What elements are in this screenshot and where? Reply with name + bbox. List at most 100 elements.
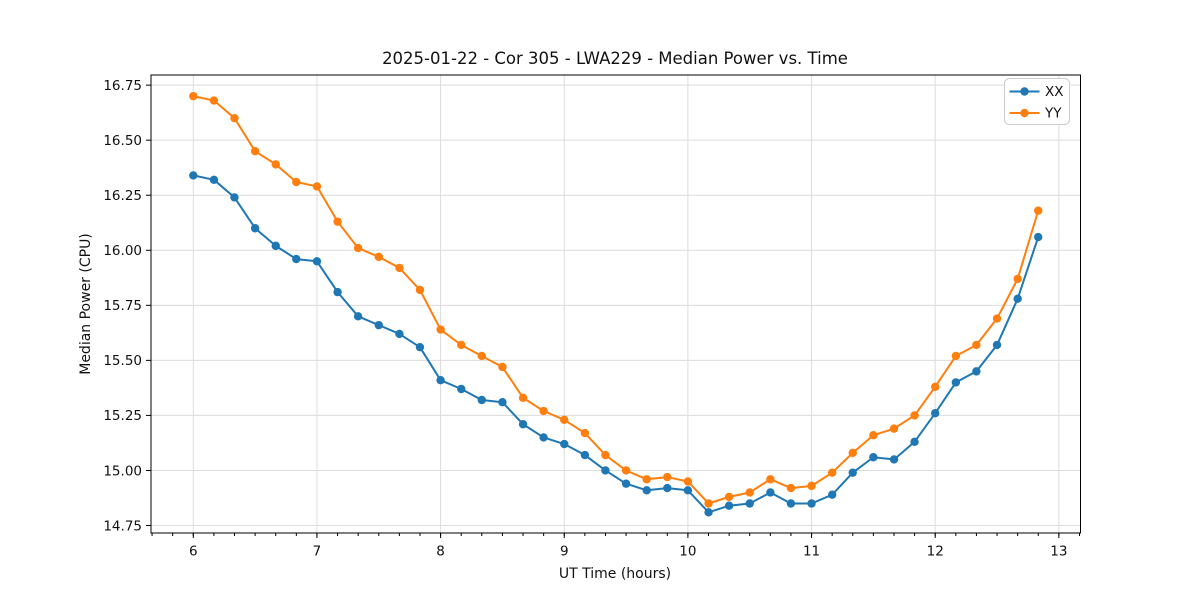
data-point-xx <box>457 384 466 394</box>
x-tick-label: 8 <box>436 544 445 560</box>
data-point-yy <box>683 477 693 486</box>
data-point-yy <box>910 411 919 420</box>
data-point-yy <box>1013 274 1022 284</box>
y-tick-label: 15.25 <box>103 408 142 424</box>
x-axis-label: UT Time (hours) <box>559 566 671 582</box>
legend-marker-xx <box>1020 87 1029 96</box>
data-point-xx <box>498 398 507 407</box>
series-layer <box>189 91 1043 517</box>
data-point-yy <box>992 314 1002 323</box>
plot-border <box>150 74 1081 534</box>
data-point-yy <box>374 252 383 262</box>
data-point-yy <box>580 428 590 438</box>
data-point-yy <box>353 243 363 253</box>
data-point-yy <box>415 285 425 295</box>
data-point-yy <box>621 466 631 475</box>
data-point-yy <box>889 424 899 433</box>
data-point-yy <box>477 351 486 361</box>
data-point-xx <box>683 486 693 495</box>
data-point-xx <box>642 486 651 495</box>
legend-label-yy: YY <box>1044 106 1062 122</box>
data-point-yy <box>312 182 322 191</box>
data-point-xx <box>992 340 1002 350</box>
x-tick-label: 13 <box>1050 544 1067 560</box>
data-point-xx <box>415 342 425 352</box>
data-point-yy <box>518 393 528 403</box>
data-point-xx <box>312 257 322 266</box>
data-point-xx <box>477 395 486 405</box>
y-tick-label: 16.75 <box>103 78 142 94</box>
data-point-yy <box>457 340 466 350</box>
data-point-xx <box>395 329 404 339</box>
data-point-xx <box>518 420 528 429</box>
data-point-yy <box>189 91 198 101</box>
data-point-yy <box>230 113 239 123</box>
x-tick-label: 7 <box>313 544 322 560</box>
x-tick-label: 10 <box>679 544 696 560</box>
data-point-yy <box>1034 206 1043 215</box>
data-point-xx <box>1034 232 1043 242</box>
y-tick-label: 14.75 <box>103 518 142 534</box>
data-point-xx <box>786 499 796 508</box>
data-point-xx <box>745 499 754 508</box>
data-point-yy <box>395 263 404 273</box>
series-line-xx <box>193 174 1040 514</box>
data-point-xx <box>724 501 734 510</box>
data-point-yy <box>601 450 610 460</box>
data-point-xx <box>663 483 672 493</box>
y-tick-label: 15.50 <box>103 353 142 369</box>
data-point-xx <box>580 450 590 460</box>
data-point-yy <box>745 488 754 497</box>
data-point-xx <box>972 367 981 376</box>
data-point-yy <box>498 362 507 372</box>
data-point-xx <box>869 453 878 462</box>
data-point-yy <box>786 483 796 493</box>
data-point-yy <box>663 472 672 482</box>
data-point-xx <box>601 466 610 475</box>
legend-label-xx: XX <box>1045 84 1064 100</box>
data-point-xx <box>353 312 363 321</box>
data-point-xx <box>848 468 857 477</box>
data-point-xx <box>704 508 713 517</box>
legend-layer <box>1004 78 1070 125</box>
data-point-yy <box>704 499 713 508</box>
y-tick-label: 16.50 <box>103 133 142 149</box>
data-point-xx <box>189 171 198 180</box>
data-point-yy <box>333 217 342 226</box>
x-tick-label: 9 <box>560 544 569 560</box>
legend-marker-yy <box>1020 108 1029 118</box>
data-point-yy <box>271 160 280 169</box>
data-point-xx <box>230 193 239 202</box>
data-point-xx <box>271 241 280 251</box>
data-point-xx <box>807 499 816 508</box>
data-point-xx <box>560 439 569 449</box>
x-tick-label: 12 <box>927 544 944 560</box>
data-point-yy <box>807 481 816 491</box>
data-point-yy <box>828 468 837 477</box>
x-tick-label: 11 <box>803 544 820 560</box>
data-point-xx <box>621 479 631 488</box>
y-tick-label: 16.25 <box>103 188 142 204</box>
data-point-xx <box>910 437 919 447</box>
data-point-xx <box>333 287 342 297</box>
data-point-yy <box>848 448 857 458</box>
data-point-yy <box>642 475 651 484</box>
data-point-xx <box>951 378 961 387</box>
data-point-yy <box>560 415 569 425</box>
data-point-xx <box>436 375 445 385</box>
data-point-xx <box>766 488 775 497</box>
y-tick-label: 16.00 <box>103 243 142 259</box>
axis-layer: 6 7 8 9 10 11 12 13 14.75 15.00 15.25 15.50 15.75 16.… <box>103 74 1081 560</box>
data-point-xx <box>931 409 940 418</box>
x-tick-label: 6 <box>189 544 198 560</box>
data-point-yy <box>209 96 219 105</box>
data-point-yy <box>724 492 734 502</box>
data-point-xx <box>828 490 837 499</box>
data-point-yy <box>869 431 878 440</box>
data-point-xx <box>1013 294 1022 303</box>
data-point-xx <box>539 433 548 442</box>
data-point-xx <box>209 175 219 185</box>
grid-layer <box>151 75 1081 533</box>
data-point-yy <box>250 146 260 156</box>
